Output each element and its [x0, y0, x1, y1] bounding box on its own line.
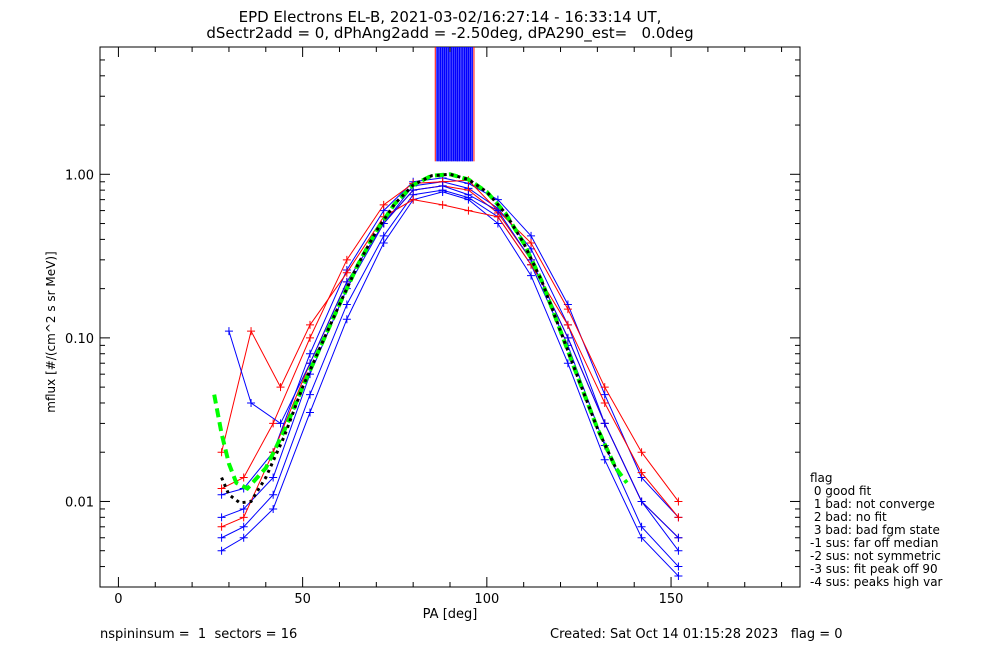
chart-title: EPD Electrons EL-B, 2021-03-02/16:27:14 … [238, 8, 662, 26]
legend-item: 1 bad: not converge [810, 497, 935, 511]
data-point [637, 468, 646, 477]
data-point [269, 504, 278, 513]
data-point [438, 200, 447, 209]
data-point [217, 546, 226, 555]
data-point [379, 239, 388, 248]
data-series-line [228, 185, 679, 539]
data-point [600, 455, 609, 464]
legend-item: -4 sus: peaks high var [810, 575, 943, 589]
footer-left: nspininsum = 1 sectors = 16 [100, 627, 298, 642]
data-point [306, 349, 314, 358]
data-point [563, 359, 572, 368]
data-point [269, 473, 278, 482]
legend-item: -2 sus: not symmetric [810, 549, 941, 563]
x-tick-label: 100 [474, 592, 499, 607]
legend-title: flag [810, 471, 833, 485]
legend-item: 2 bad: no fit [810, 510, 887, 524]
data-point [247, 327, 256, 336]
data-point [379, 231, 388, 240]
data-point [527, 271, 536, 280]
data-point [674, 533, 683, 542]
data-point [239, 504, 248, 513]
data-point [637, 497, 646, 506]
data-point [247, 398, 256, 407]
data-series-line [221, 177, 679, 518]
data-point [637, 522, 646, 531]
data-point [527, 239, 536, 248]
data-series-line [221, 185, 679, 539]
legend-item: -1 sus: far off median [810, 536, 939, 550]
data-point [342, 255, 351, 264]
data-point [239, 513, 248, 522]
data-point [464, 190, 473, 199]
data-point [409, 195, 418, 204]
data-point [527, 231, 536, 240]
data-point [306, 320, 314, 329]
legend-item: 0 good fit [810, 484, 872, 498]
data-point [637, 448, 646, 457]
data-point [306, 333, 314, 342]
legend-item: 3 bad: bad fgm state [810, 523, 940, 537]
data-point [600, 383, 609, 392]
data-point [224, 327, 233, 336]
y-tick-label: 1.00 [65, 168, 94, 183]
flag-legend: flag 0 good fit 1 bad: not converge 2 ba… [810, 472, 942, 589]
data-point [674, 497, 683, 506]
data-point [239, 522, 248, 531]
data-point [217, 522, 226, 531]
y-tick-label: 0.10 [65, 332, 94, 347]
y-tick-label: 0.01 [65, 495, 94, 510]
data-point [276, 383, 285, 392]
data-point [493, 219, 502, 228]
data-point [276, 419, 285, 428]
x-tick-label: 150 [659, 592, 684, 607]
data-point [600, 398, 609, 407]
data-point [674, 513, 683, 522]
data-point [239, 473, 248, 482]
data-point [379, 200, 388, 209]
data-point [269, 490, 278, 499]
data-point [306, 390, 314, 399]
data-series-line [221, 189, 679, 567]
data-point [342, 315, 351, 324]
data-point [464, 206, 473, 215]
data-point [600, 390, 609, 399]
x-tick-label: 50 [294, 592, 311, 607]
footer-right: Created: Sat Oct 14 01:15:28 2023 flag =… [550, 627, 843, 642]
data-point [217, 533, 226, 542]
data-point [342, 268, 351, 277]
data-point [600, 419, 609, 428]
data-point [563, 333, 572, 342]
data-point [342, 300, 351, 309]
data-point [674, 546, 683, 555]
chart-subtitle: dSectr2add = 0, dPhAng2add = -2.50deg, d… [206, 24, 694, 42]
data-point [563, 320, 572, 329]
data-point [493, 206, 502, 215]
fit-curve-black [220, 172, 618, 505]
data-point [269, 419, 278, 428]
data-point [217, 484, 226, 493]
data-point [637, 533, 646, 542]
data-point [674, 562, 683, 571]
fit-curve-green [212, 172, 629, 491]
x-axis-label: PA [deg] [423, 607, 478, 622]
y-axis-label: mflux [#/(cm^2 s sr MeV)] [44, 251, 58, 412]
data-point [563, 305, 572, 314]
data-point [342, 277, 351, 286]
data-point [674, 572, 683, 581]
data-point [306, 408, 314, 417]
data-point [438, 181, 447, 190]
x-tick-label: 0 [114, 592, 122, 607]
data-point [217, 513, 226, 522]
data-point [239, 533, 248, 542]
legend-item: -3 sus: fit peak off 90 [810, 562, 938, 576]
